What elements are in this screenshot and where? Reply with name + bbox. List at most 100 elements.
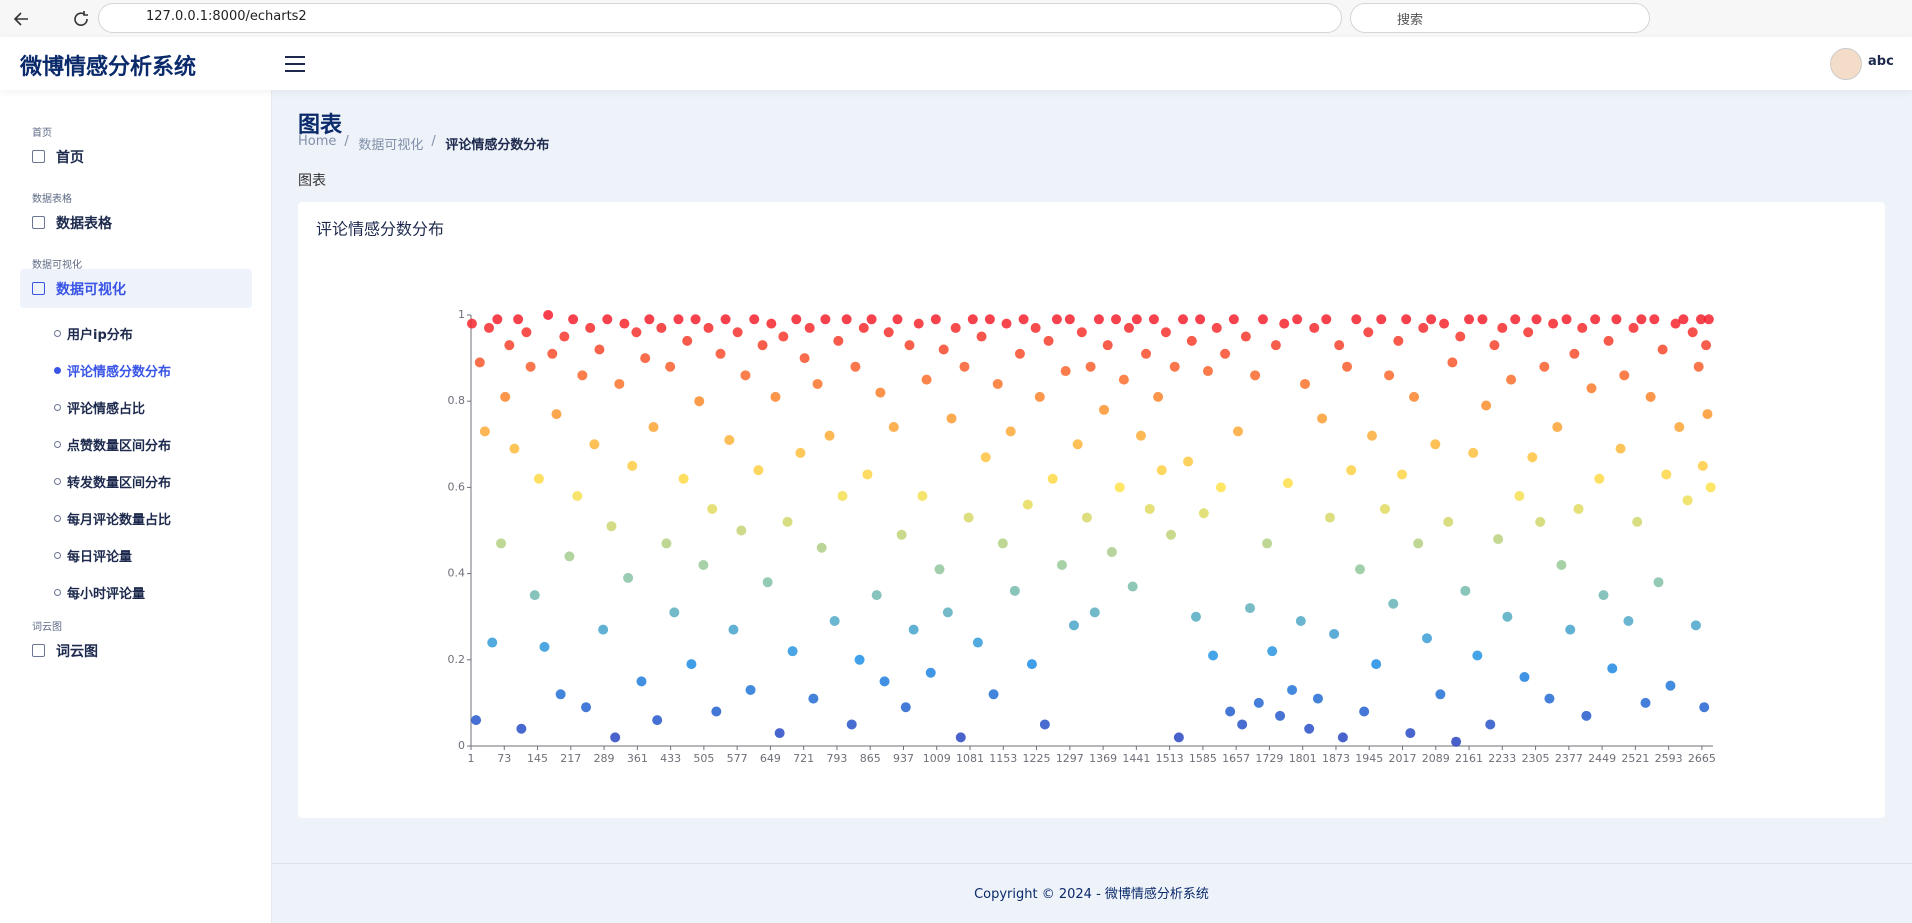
point [610,732,621,743]
point [1253,697,1264,708]
nav-subitem[interactable]: 用户ip分布 [67,328,133,343]
point [1282,478,1293,489]
point [753,465,764,476]
point [782,516,793,527]
page-title: 图表 [298,113,343,138]
x-tick-label: 721 [793,752,814,765]
point [1131,314,1142,325]
point [967,314,978,325]
point [513,314,524,325]
point [1687,327,1698,338]
point [529,590,540,601]
point [1632,516,1643,527]
point [500,391,511,402]
point [1577,322,1588,333]
nav-subitem[interactable]: 评论情感分数分布 [67,365,172,380]
url[interactable]: 127.0.0.1:8000/echarts2 [146,9,307,24]
breadcrumb-item: 评论情感分数分布 [445,138,550,153]
point [963,512,974,523]
nav-subitem[interactable]: 每小时评论量 [67,587,146,602]
point [631,327,642,338]
point [1697,460,1708,471]
nav-subitem[interactable]: 每月评论数量占比 [67,513,172,528]
point [559,331,570,342]
point [1135,430,1146,441]
y-tick-label: 0.2 [448,653,466,666]
point [656,322,667,333]
breadcrumb-sep: / [344,134,349,149]
point [980,452,991,463]
point [930,314,941,325]
point [627,460,638,471]
point [1447,357,1458,368]
x-tick-label: 1 [468,752,475,765]
point [543,310,554,320]
chart: 评论情感分数分布 0 0.2 0.4 0.6 0.8 1 1 73 145 217 289 361 43… [316,220,1716,766]
point [1548,318,1559,329]
nav-icon[interactable] [32,644,45,657]
point [1346,465,1357,476]
point [1409,391,1420,402]
nav-subitem[interactable]: 点赞数量区间分布 [67,439,172,454]
search-placeholder[interactable]: 搜索 [1397,13,1424,28]
point [833,335,844,346]
avatar[interactable] [1830,48,1862,80]
nav-subitem[interactable]: 每日评论量 [67,550,133,565]
nav-item[interactable]: 首页 [56,150,84,166]
x-tick-label: 73 [497,752,511,765]
point [938,344,949,355]
point [1312,693,1323,704]
nav-subitem[interactable]: 评论情感占比 [67,402,146,417]
x-tick-label: 1441 [1122,752,1150,765]
point [1114,482,1125,493]
point [745,684,756,695]
point [1279,318,1290,329]
nav-icon[interactable] [32,150,45,163]
search-box[interactable] [1350,3,1650,33]
user-name[interactable]: abc [1868,54,1894,69]
point [946,413,957,424]
point [1623,616,1634,627]
x-tick-label: 2593 [1655,752,1683,765]
point [820,314,831,325]
nav-item[interactable]: 词云图 [56,644,98,660]
point [1674,422,1685,433]
x-tick-label: 2017 [1389,752,1417,765]
point [1240,331,1251,342]
nav-item[interactable]: 数据可视化 [56,282,126,298]
nav-icon[interactable] [32,216,45,229]
point [1060,366,1071,377]
breadcrumb-item[interactable]: 数据可视化 [358,138,424,153]
nav-item[interactable]: 数据表格 [56,216,112,232]
point [1699,702,1710,713]
point [471,715,482,726]
menu-toggle[interactable] [284,54,306,74]
x-tick-label: 505 [693,752,714,765]
point [577,370,588,381]
point [736,525,747,536]
browser-bar: 127.0.0.1:8000/echarts2 搜索 [0,0,1912,38]
point [883,327,894,338]
nav-subitem[interactable]: 转发数量区间分布 [67,476,172,491]
point [1160,327,1171,338]
point [661,538,672,549]
point [1093,314,1104,325]
point [1493,534,1504,545]
point [1099,404,1110,415]
point [1379,503,1390,514]
point [1439,318,1450,329]
point [533,473,544,484]
address-bar[interactable] [98,3,1342,33]
point [1141,348,1152,359]
point [1661,469,1672,480]
point [1607,663,1618,674]
point [496,538,507,549]
point [1220,348,1231,359]
point [1363,327,1374,338]
breadcrumb-item[interactable]: Home [298,134,337,149]
point [812,378,823,389]
point [1270,340,1281,351]
point [1190,611,1201,622]
point [686,659,697,670]
nav-icon[interactable] [32,282,45,295]
